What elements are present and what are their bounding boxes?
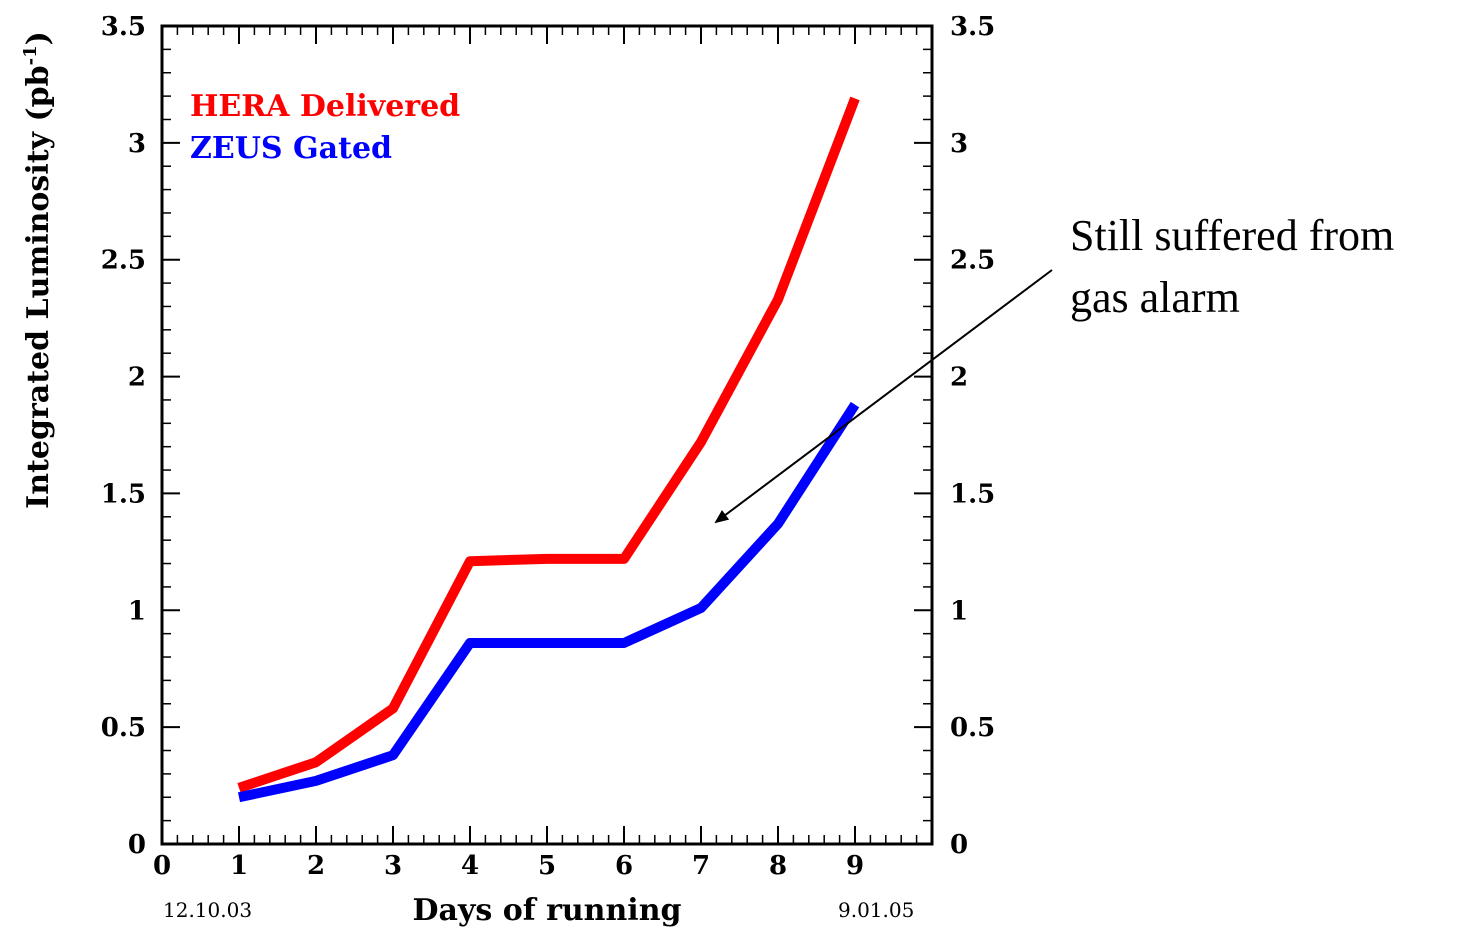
series-line-zeus-gated — [237, 401, 860, 803]
x-tick-label: 7 — [692, 851, 710, 881]
y-right-tick-label: 0.5 — [950, 713, 995, 743]
y-axis-title-superscript: -1 — [20, 45, 41, 65]
x-tick-label: 2 — [307, 851, 325, 881]
y-axis-title-end: ) — [21, 31, 56, 45]
y-right-tick-label: 2 — [950, 363, 968, 393]
annotation-arrow — [714, 269, 1053, 524]
y-left-tick-label: 2 — [128, 363, 146, 393]
y-right-tick-label: 1 — [950, 596, 968, 626]
series-line-hera-delivered — [237, 96, 860, 793]
x-tick-label: 6 — [615, 851, 633, 881]
annotation-line-2: gas alarm — [1070, 273, 1240, 322]
legend-hera-delivered: HERA Delivered — [190, 89, 460, 124]
y-left-tick-label: 2.5 — [101, 246, 146, 276]
minor-ticks — [162, 26, 932, 844]
x-axis-labels: 0 1 2 3 4 5 6 7 8 9 — [153, 851, 864, 881]
y-right-tick-label: 3 — [950, 129, 968, 159]
x-tick-label: 4 — [461, 851, 479, 881]
date-end-label: 9.01.05 — [838, 898, 914, 922]
x-tick-label: 3 — [384, 851, 402, 881]
y-left-tick-label: 0.5 — [101, 713, 146, 743]
y-axis-title-main: Integrated Luminosity (pb — [21, 65, 56, 508]
annotation-line-1: Still suffered from — [1070, 211, 1394, 260]
x-tick-label: 1 — [230, 851, 248, 881]
date-start-label: 12.10.03 — [163, 898, 252, 922]
y-axis-right-labels: 0 0.5 1 1.5 2 2.5 3 3.5 — [950, 12, 995, 860]
x-tick-label: 8 — [769, 851, 787, 881]
y-left-tick-label: 1 — [128, 596, 146, 626]
y-right-tick-label: 3.5 — [950, 12, 995, 42]
y-right-tick-label: 0 — [950, 830, 968, 860]
y-left-tick-label: 0 — [128, 830, 146, 860]
y-axis-left-labels: 0 0.5 1 1.5 2 2.5 3 3.5 — [101, 12, 146, 860]
x-tick-label: 0 — [153, 851, 171, 881]
y-right-tick-label: 1.5 — [950, 479, 995, 509]
y-axis-title: Integrated Luminosity (pb-1) — [20, 31, 56, 509]
major-ticks — [161, 25, 932, 845]
series-lines — [237, 96, 860, 803]
y-left-tick-label: 3 — [128, 129, 146, 159]
y-left-tick-label: 3.5 — [101, 12, 146, 42]
y-left-tick-label: 1.5 — [101, 479, 146, 509]
x-tick-label: 9 — [846, 851, 864, 881]
x-tick-label: 5 — [538, 851, 556, 881]
legend-zeus-gated: ZEUS Gated — [190, 131, 392, 166]
y-right-tick-label: 2.5 — [950, 246, 995, 276]
x-axis-title: Days of running — [412, 893, 681, 928]
